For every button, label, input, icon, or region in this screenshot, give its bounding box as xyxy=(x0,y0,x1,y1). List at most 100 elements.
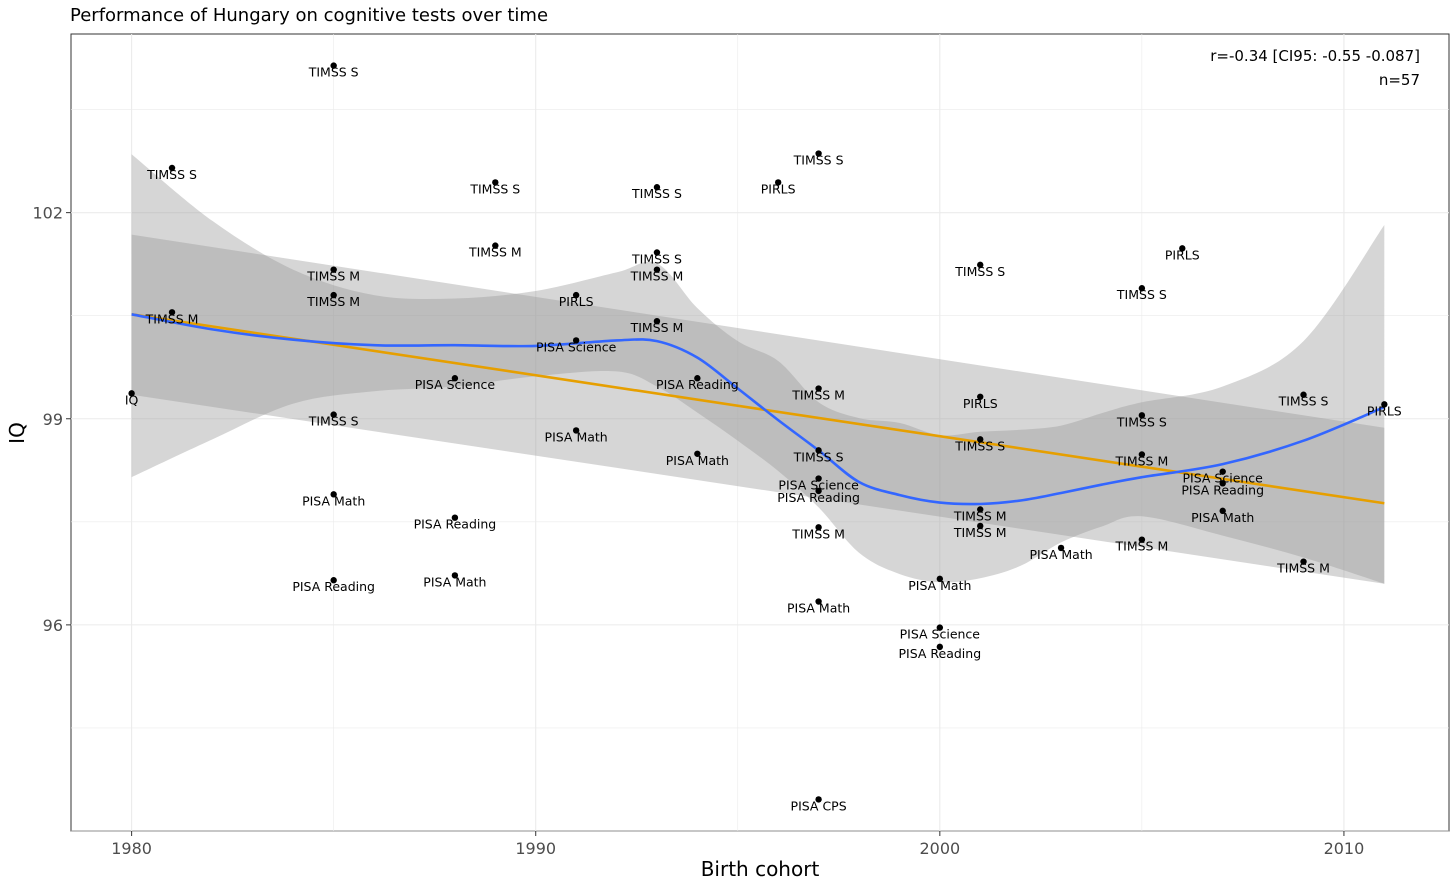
point-label: TIMSS M xyxy=(468,245,522,260)
point-label: TIMSS M xyxy=(1276,561,1330,576)
data-point xyxy=(1219,507,1226,515)
data-point xyxy=(977,393,984,400)
data-point xyxy=(572,291,580,299)
point-label: TIMSS M xyxy=(306,269,360,284)
y-axis-ticks: 96 99 102 xyxy=(32,204,71,635)
data-point xyxy=(936,575,944,583)
point-label: TIMSS S xyxy=(631,186,682,201)
y-tick-label: 99 xyxy=(43,410,63,429)
data-point xyxy=(168,164,176,172)
y-tick-label: 102 xyxy=(32,204,63,223)
point-label: TIMSS S xyxy=(1116,287,1167,302)
data-point xyxy=(815,447,822,454)
data-point xyxy=(451,514,459,521)
point-label: TIMSS M xyxy=(953,525,1007,540)
plot-panel xyxy=(70,33,1450,832)
x-tick-label: 1980 xyxy=(111,839,152,858)
point-label: TIMSS S xyxy=(1116,414,1167,429)
x-axis-ticks: 1980 1990 2000 2010 xyxy=(111,831,1364,858)
data-point xyxy=(815,150,822,157)
data-point xyxy=(1300,391,1307,398)
point-label: TIMSS S xyxy=(793,449,844,464)
data-point xyxy=(977,261,984,269)
point-label: PIRLS xyxy=(963,396,998,411)
point-label: PISA Math xyxy=(423,574,486,589)
point-label: PIRLS xyxy=(1165,247,1200,262)
data-point xyxy=(330,62,337,69)
data-point xyxy=(815,796,822,803)
data-point xyxy=(815,598,822,605)
data-point xyxy=(1219,480,1226,487)
data-point xyxy=(1179,245,1186,252)
correlation-annotation: r=-0.34 [CI95: -0.55 -0.087] xyxy=(1210,47,1420,65)
point-label: TIMSS M xyxy=(791,388,845,403)
point-label: TIMSS M xyxy=(630,269,684,284)
data-point xyxy=(977,436,984,443)
point-label: TIMSS M xyxy=(953,508,1007,523)
point-label: TIMSS S xyxy=(793,153,844,168)
data-point xyxy=(653,317,661,325)
point-label: PISA Science xyxy=(1183,471,1264,486)
data-point xyxy=(330,577,337,584)
point-label: TIMSS S xyxy=(1278,394,1329,409)
x-tick-label: 2010 xyxy=(1324,839,1365,858)
point-label: TIMSS S xyxy=(308,414,359,429)
point-labels: IQ TIMSS S TIMSS M TIMSS S TIMSS M TIMSS M TIM… xyxy=(125,65,1402,814)
data-point xyxy=(1381,401,1388,408)
point-label: PISA Reading xyxy=(1181,482,1264,497)
point-label: PISA Science xyxy=(536,339,617,354)
point-label: IQ xyxy=(125,392,139,407)
point-label: TIMSS S xyxy=(631,251,682,266)
data-point xyxy=(653,266,661,273)
point-label: PIRLS xyxy=(559,294,594,309)
point-label: PISA Math xyxy=(908,578,971,593)
point-label: TIMSS M xyxy=(306,294,360,309)
point-label: TIMSS S xyxy=(146,167,197,182)
data-point xyxy=(1057,544,1065,552)
data-point xyxy=(653,249,661,256)
data-point xyxy=(977,506,984,513)
point-label: TIMSS M xyxy=(1115,453,1169,468)
x-tick-label: 1990 xyxy=(515,839,556,858)
data-point xyxy=(1138,285,1146,292)
data-points xyxy=(128,62,1388,803)
data-point xyxy=(451,572,459,579)
point-label: PISA Reading xyxy=(414,517,497,532)
point-label: TIMSS M xyxy=(1115,539,1169,554)
loess-line xyxy=(131,313,1385,506)
loess-ci-band xyxy=(131,154,1385,584)
x-axis-title: Birth cohort xyxy=(701,857,820,881)
data-point xyxy=(694,375,701,382)
data-point xyxy=(694,450,701,457)
point-label: PISA Science xyxy=(415,377,496,392)
point-label: TIMSS S xyxy=(308,65,359,80)
point-label: PISA Science xyxy=(900,627,981,642)
data-point xyxy=(492,179,499,186)
point-label: PISA Math xyxy=(302,493,365,508)
point-label: PISA Reading xyxy=(898,646,981,661)
point-label: PISA Science xyxy=(778,478,859,493)
data-point xyxy=(492,242,499,249)
data-point xyxy=(1138,412,1146,419)
data-point xyxy=(1219,468,1226,475)
data-point xyxy=(977,522,984,530)
point-label: PIRLS xyxy=(761,181,796,196)
point-label: PISA Reading xyxy=(292,579,375,594)
data-point xyxy=(168,309,176,316)
y-axis-title: IQ xyxy=(5,422,29,444)
point-label: TIMSS M xyxy=(630,320,684,335)
point-label: PISA Math xyxy=(666,453,729,468)
point-label: PISA Math xyxy=(787,601,850,616)
x-tick-label: 2000 xyxy=(919,839,960,858)
point-label: PISA Math xyxy=(1191,510,1254,525)
grid-lines xyxy=(71,34,1449,832)
data-point xyxy=(330,291,337,299)
data-point xyxy=(936,624,944,631)
data-point xyxy=(330,266,337,273)
point-label: PISA Reading xyxy=(656,377,739,392)
data-point xyxy=(1138,536,1146,543)
data-point xyxy=(330,411,337,418)
data-point xyxy=(815,524,822,531)
data-point xyxy=(451,375,459,382)
